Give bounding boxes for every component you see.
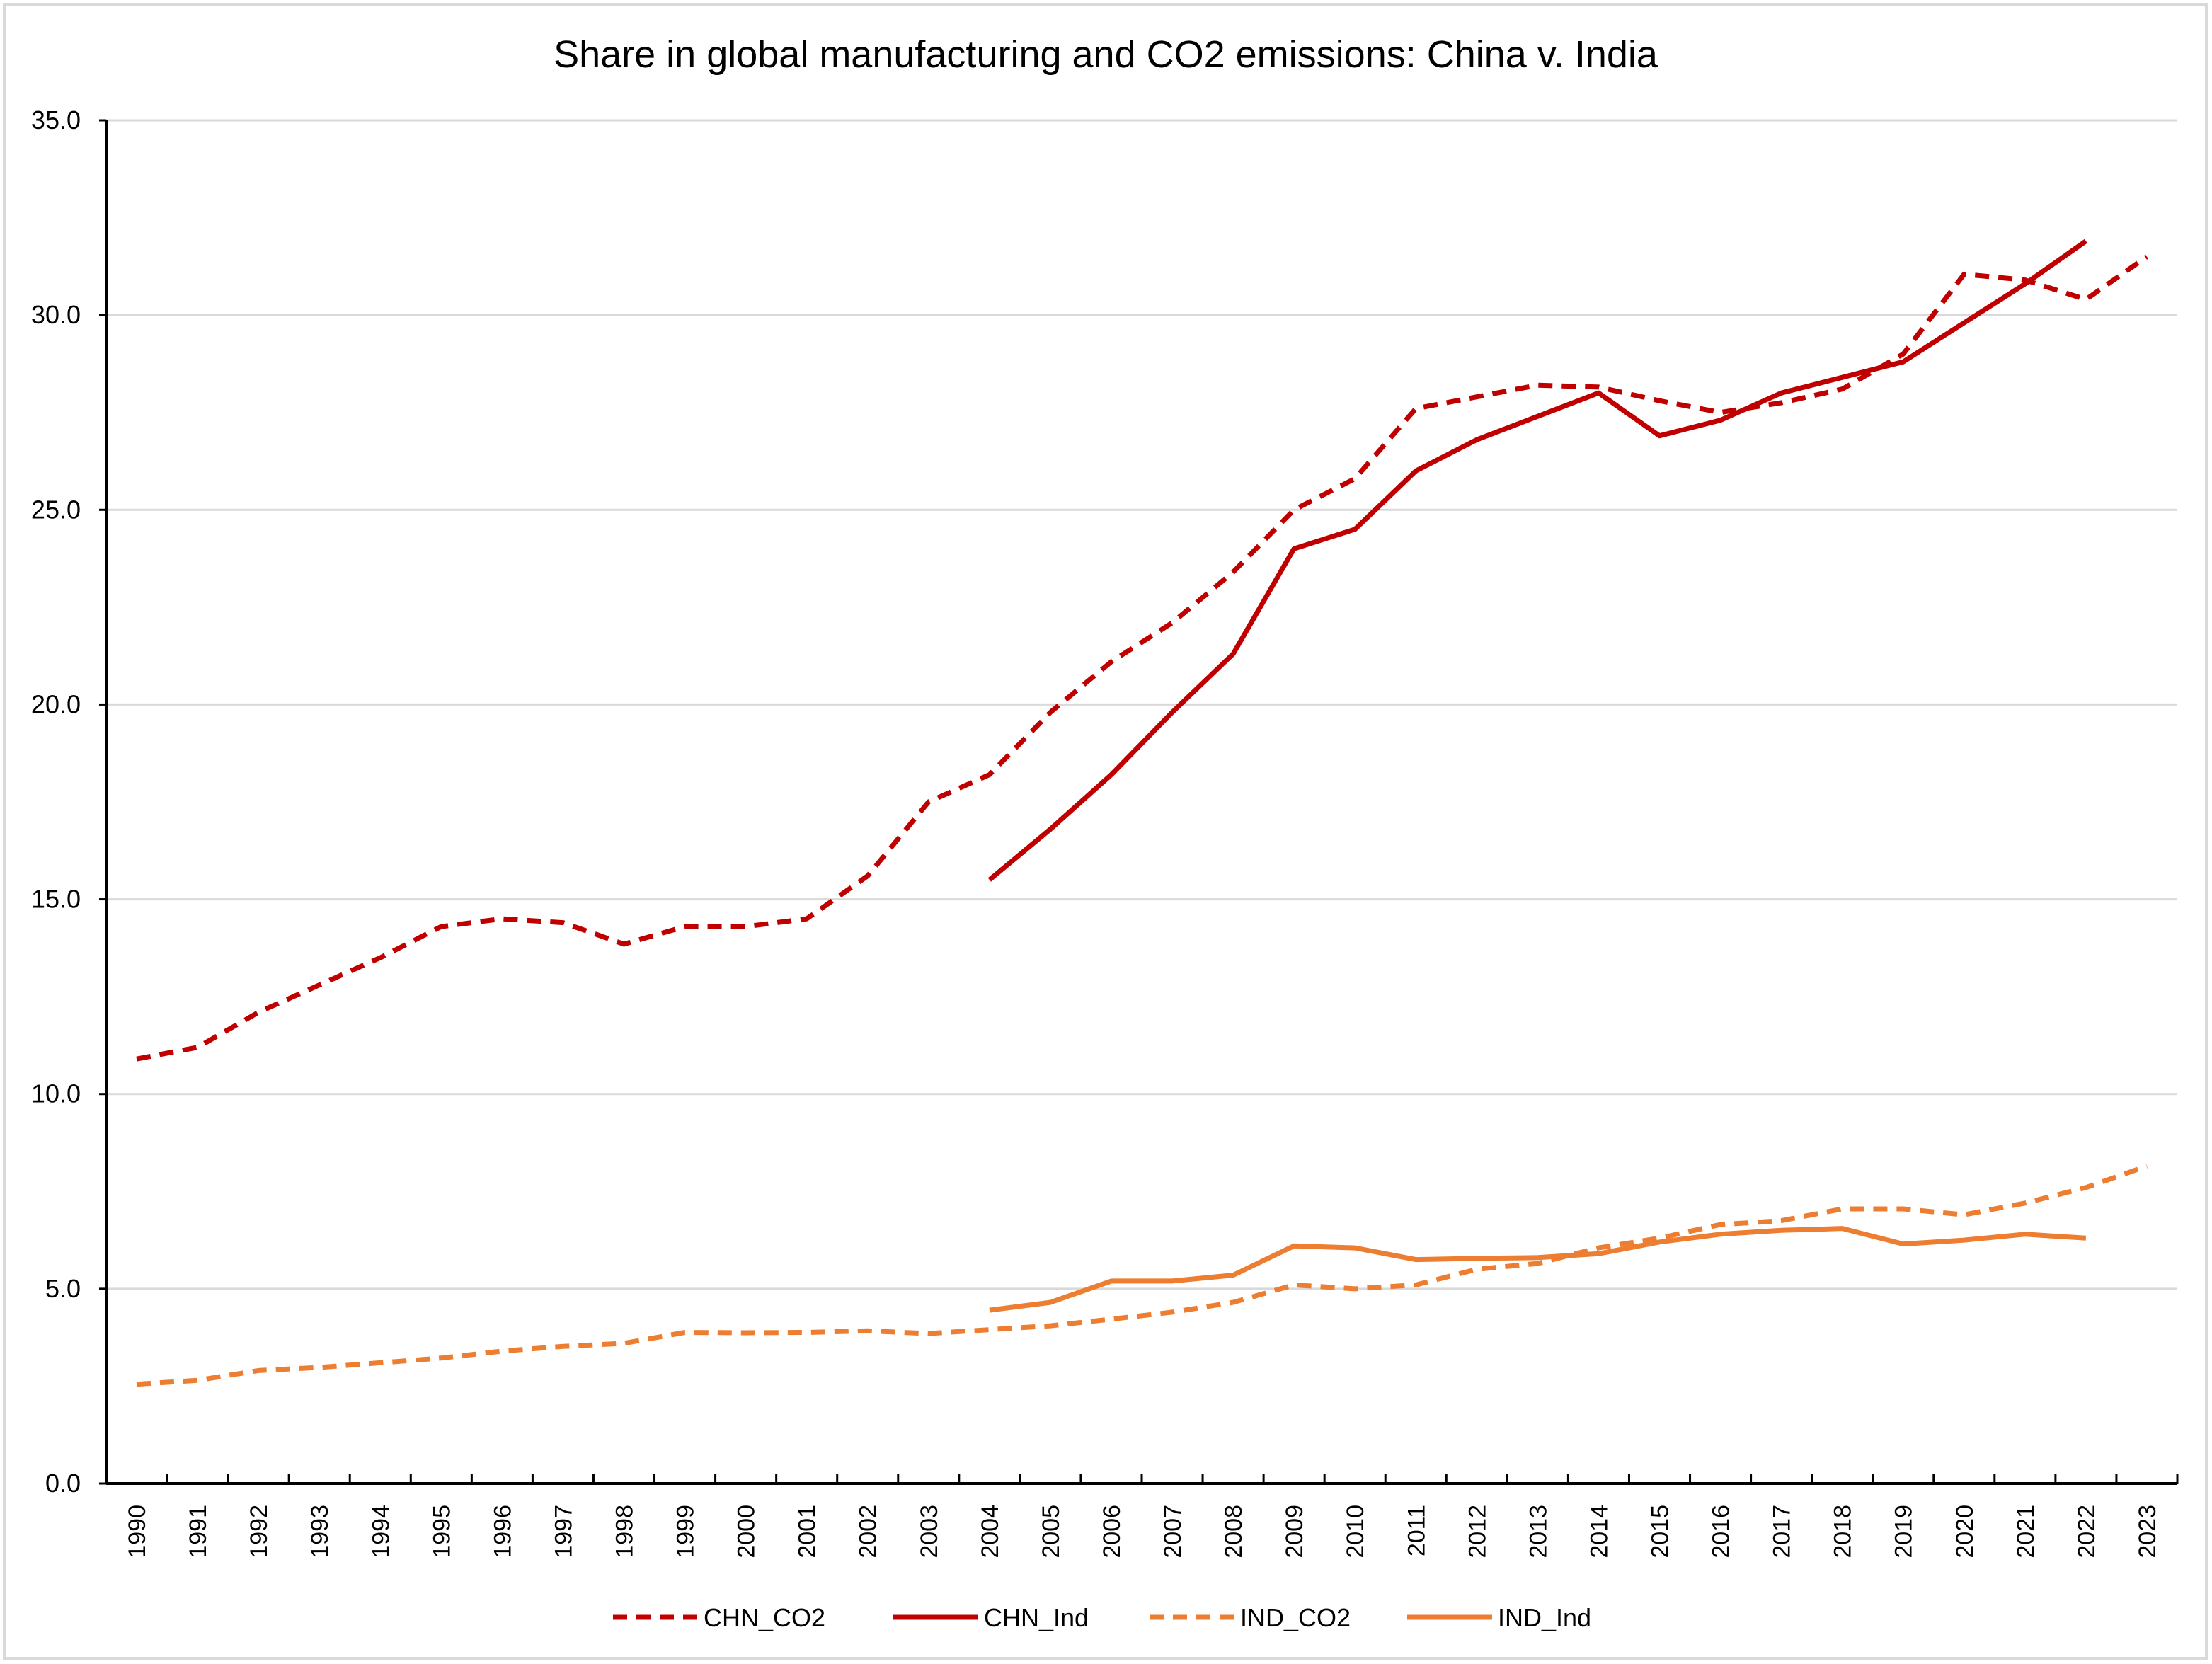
series-line-ind-co2 [136,1164,2148,1387]
x-tick-label: 1992 [246,1505,273,1559]
x-tick-label: 2022 [2073,1505,2100,1559]
x-tick-label: 2008 [1220,1505,1247,1559]
y-axis-ticks: 0.0 5.0 10.0 15.0 20.0 25.0 30.0 35.0 [31,105,106,1498]
x-tick-label: 1995 [428,1505,455,1559]
y-tick-label: 35.0 [31,105,81,134]
x-tick-label: 2023 [2134,1505,2161,1559]
y-tick-label: 0.0 [45,1469,81,1498]
x-tick-label: 1991 [185,1505,212,1559]
x-tick-label: 2015 [1647,1505,1674,1559]
x-tick-label: 2013 [1525,1505,1552,1559]
chart-title: Share in global manufacturing and CO2 em… [554,33,1658,76]
x-tick-label: 1996 [489,1505,516,1559]
x-axis-ticks: 1990 1991 1992 1993 1994 1995 1996 1997 1998 1999… [105,1474,2179,1559]
y-tick-label: 20.0 [31,689,81,718]
x-tick-label: 2020 [1952,1505,1978,1559]
x-tick-label: 1994 [367,1505,394,1559]
series-line-ind-ind [989,1226,2087,1313]
y-tick-label: 10.0 [31,1079,81,1108]
x-tick-label: 2005 [1038,1505,1065,1559]
x-tick-label: 2016 [1708,1505,1735,1559]
series-line-chn-co2 [136,254,2149,1062]
x-tick-label: 2014 [1586,1505,1612,1559]
y-tick-label: 5.0 [45,1274,81,1303]
legend: CHN_CO2 CHN_Ind IND_CO2 IND_Ind [613,1603,1591,1632]
x-tick-label: 2010 [1342,1505,1369,1559]
x-tick-label: 2018 [1830,1505,1857,1559]
x-tick-label: 2002 [855,1505,882,1559]
x-tick-label: 2003 [916,1505,943,1559]
x-tick-label: 2006 [1099,1505,1125,1559]
x-tick-label: 2021 [2012,1505,2039,1559]
x-tick-label: 2007 [1159,1505,1186,1559]
x-tick-label: 1998 [612,1505,638,1559]
legend-label: CHN_CO2 [704,1603,825,1632]
x-tick-label: 2011 [1403,1505,1430,1556]
x-tick-label: 2000 [733,1505,760,1559]
x-tick-label: 2001 [794,1505,821,1559]
x-tick-label: 2004 [977,1505,1004,1559]
x-tick-label: 1999 [672,1505,699,1559]
y-tick-label: 30.0 [31,300,81,329]
x-tick-label: 2009 [1281,1505,1308,1559]
x-tick-label: 1993 [306,1505,333,1559]
legend-label: CHN_Ind [984,1603,1089,1632]
gridlines [106,119,2177,1290]
y-tick-label: 15.0 [31,885,81,914]
x-tick-label: 2017 [1769,1505,1796,1559]
chart-frame [3,3,2208,1660]
x-tick-label: 2019 [1891,1505,1918,1559]
x-tick-label: 1990 [124,1505,151,1559]
legend-label: IND_CO2 [1240,1603,1351,1632]
series-line-chn-ind [987,239,2087,882]
y-tick-label: 25.0 [31,495,81,524]
x-tick-label: 1997 [550,1505,577,1559]
legend-label: IND_Ind [1498,1603,1591,1632]
x-tick-label: 2012 [1464,1505,1491,1559]
series-lines [136,239,2149,1387]
